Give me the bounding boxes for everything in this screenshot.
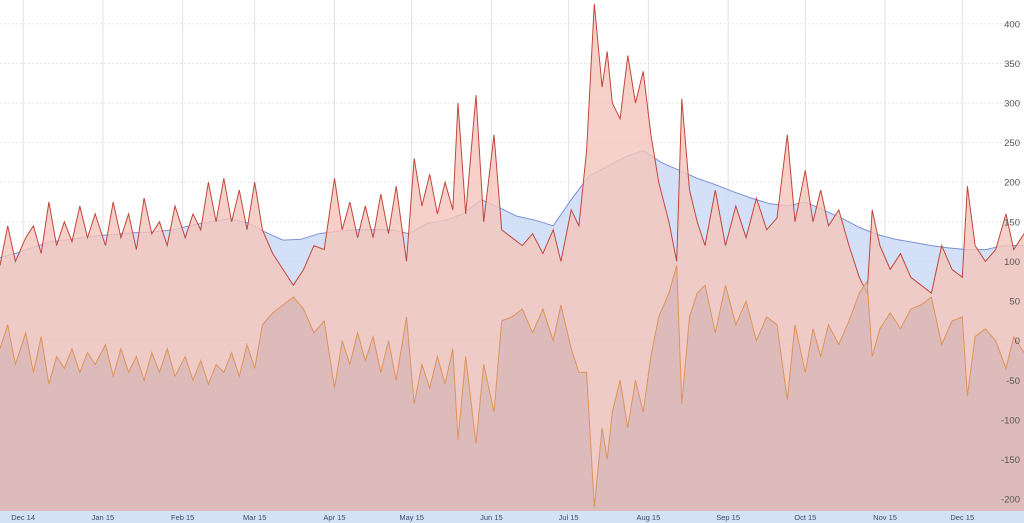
series-2-line [0,265,1024,508]
x-tick-label: Feb 15 [171,513,194,522]
x-tick-label: Jan 15 [92,513,115,522]
x-tick-label: Aug 15 [636,513,660,522]
x-tick-label: Apr 15 [323,513,345,522]
x-tick-label: Jul 15 [559,513,579,522]
x-tick-label: May 15 [399,513,424,522]
y-tick-label: 250 [1004,138,1020,149]
y-tick-label: 200 [1004,178,1020,189]
x-tick-label: Oct 15 [794,513,816,522]
x-tick-label: Sep 15 [716,513,740,522]
x-tick-label: Mar 15 [243,513,266,522]
y-tick-label: -150 [1001,455,1020,466]
y-tick-label: 50 [1009,297,1020,308]
x-tick-label: Dec 15 [950,513,974,522]
y-tick-label: -200 [1001,495,1020,506]
series-areas [0,3,1024,511]
x-axis-band [0,511,1024,523]
series-2-area [0,265,1024,511]
series-1-line [0,3,1024,296]
x-tick-label: Nov 15 [873,513,897,522]
x-axis-ticks: Dec 14 Jan 15 Feb 15 Mar 15 Apr 15 May 15 Jun … [11,513,974,522]
y-tick-label: -100 [1001,415,1020,426]
y-tick-label: 150 [1004,217,1020,228]
y-tick-label: 400 [1004,19,1020,30]
y-tick-label: 350 [1004,59,1020,70]
x-tick-label: Dec 14 [11,513,35,522]
y-tick-label: 100 [1004,257,1020,268]
y-axis-ticks: 400 350 300 250 200 150 100 50 0 -50 -100 -150 -200 [1001,19,1020,505]
y-tick-label: 300 [1004,98,1020,109]
x-tick-label: Jun 15 [480,513,503,522]
y-tick-label: 0 [1015,336,1020,347]
y-tick-label: -50 [1006,376,1020,387]
